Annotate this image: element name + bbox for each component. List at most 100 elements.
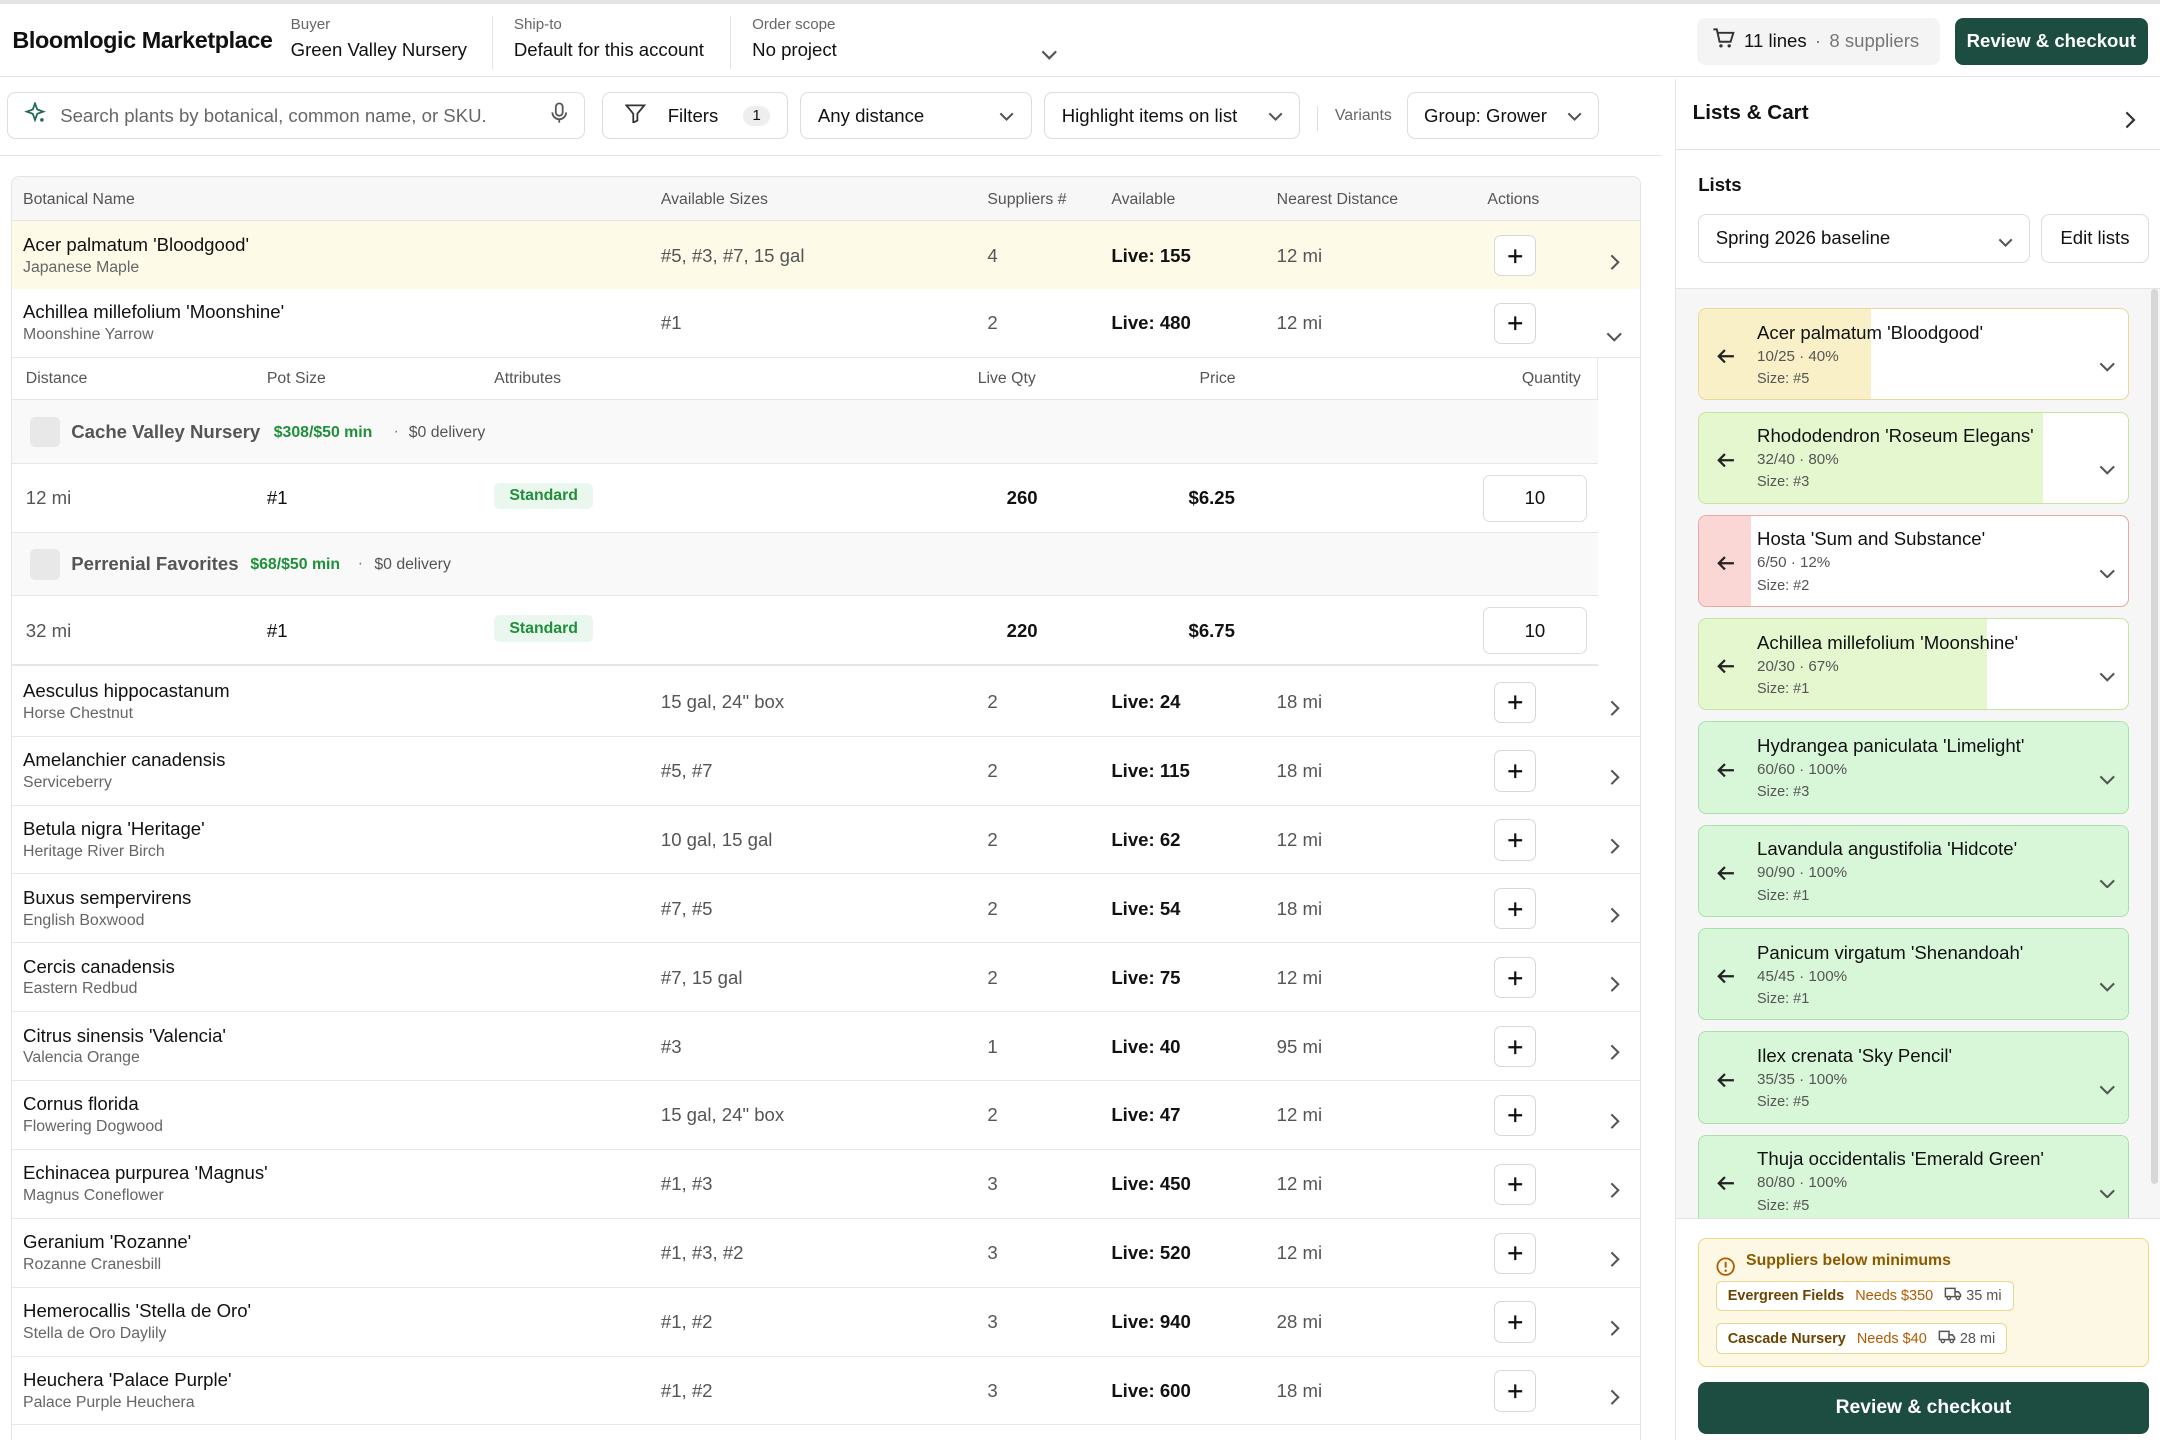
supplier-checkbox[interactable] [29,549,61,580]
col-suppliers[interactable]: Suppliers # [987,191,1067,209]
chevron-right-icon[interactable] [1610,1381,1620,1412]
table-row[interactable]: Heuchera 'Palace Purple' Palace Purple He… [12,1356,1640,1426]
cart-icon [1712,28,1735,54]
common-name: Serviceberry [23,773,112,791]
minimum-chip[interactable]: Cascade Nursery Needs $40 28 mi [1715,1323,2008,1354]
list-item-card[interactable]: Achillea millefolium 'Moonshine' 20/30 · … [1698,618,2130,711]
distance-select[interactable]: Any distance [800,92,1032,140]
table-row[interactable]: Betula nigra 'Heritage' Heritage River Bi… [12,805,1640,875]
table-row[interactable]: Buxus sempervirens English Boxwood #7, #5 2… [12,874,1640,944]
arrow-left-icon[interactable] [1716,961,1735,992]
chevron-down-icon[interactable] [2099,451,2116,482]
arrow-left-icon[interactable] [1716,857,1735,888]
arrow-left-icon[interactable] [1716,444,1735,475]
add-to-list-button[interactable] [1494,302,1536,344]
order-scope-selector[interactable]: Order scope No project [752,16,1069,61]
chevron-down-icon[interactable] [2099,761,2116,792]
col-available[interactable]: Available [1111,191,1176,209]
chevron-down-icon[interactable] [2099,658,2116,689]
list-select[interactable]: Spring 2026 baseline [1698,213,2031,264]
table-row[interactable]: Hemerocallis 'Stella de Oro' Stella de Or… [12,1287,1640,1357]
list-item-card[interactable]: Hydrangea paniculata 'Limelight' 60/60 · … [1698,721,2130,814]
arrow-left-icon[interactable] [1716,754,1735,785]
common-name: Valencia Orange [23,1049,140,1067]
chevron-right-icon[interactable] [1610,1106,1620,1137]
add-to-list-button[interactable] [1494,750,1536,792]
add-to-list-button[interactable] [1494,235,1536,277]
highlight-select[interactable]: Highlight items on list [1044,92,1301,140]
arrow-left-icon[interactable] [1716,1167,1735,1198]
add-to-list-button[interactable] [1494,1163,1536,1205]
table-row[interactable]: Cercis canadensis Eastern Redbud #7, 15 ga… [12,943,1640,1013]
cart-summary[interactable]: 11 lines · 8 suppliers [1697,17,1940,65]
chevron-right-icon[interactable] [1610,899,1620,930]
edit-lists-button[interactable]: Edit lists [2041,213,2149,264]
chevron-right-icon[interactable] [1610,830,1620,861]
list-item-card[interactable]: Hosta 'Sum and Substance' 6/50 · 12% Size:… [1698,514,2130,608]
chevron-down-icon[interactable] [2099,348,2116,379]
add-to-list-button[interactable] [1494,1301,1536,1343]
list-item-card[interactable]: Thuja occidentalis 'Emerald Green' 80/80 … [1698,1134,2130,1219]
chevron-down-icon[interactable] [2099,1174,2116,1205]
review-checkout-button[interactable]: Review & checkout [1698,1381,2149,1435]
table-row[interactable]: Cornus florida Flowering Dogwood 15 gal, 2… [12,1081,1640,1150]
quantity-input[interactable] [1483,474,1587,522]
chevron-right-icon[interactable] [1610,1037,1620,1068]
table-row[interactable]: Aesculus hippocastanum Horse Chestnut 15 g… [12,667,1640,737]
buyer-value: Green Valley Nursery [290,38,467,60]
list-item-card[interactable]: Panicum virgatum 'Shenandoah' 45/45 · 100… [1698,928,2130,1021]
table-row[interactable]: Echinacea purpurea 'Magnus' Magnus Conefl… [12,1149,1640,1219]
arrow-left-icon[interactable] [1716,341,1735,372]
add-to-list-button[interactable] [1494,681,1536,723]
minimum-chip[interactable]: Evergreen Fields Needs $350 35 mi [1715,1280,2014,1312]
chevron-right-icon[interactable] [2125,105,2136,136]
add-to-list-button[interactable] [1494,1094,1536,1137]
arrow-left-icon[interactable] [1716,1064,1735,1095]
review-checkout-button[interactable]: Review & checkout [1954,17,2148,65]
chevron-right-icon[interactable] [1610,1312,1620,1343]
table-row[interactable]: Amelanchier canadensis Serviceberry #5, #7… [12,736,1640,806]
plus-icon [1507,1307,1524,1338]
chevron-down-icon[interactable] [1606,318,1623,349]
add-to-list-button[interactable] [1494,1025,1536,1068]
chevron-down-icon[interactable] [2099,554,2116,585]
chevron-right-icon[interactable] [1610,246,1620,277]
add-to-list-button[interactable] [1494,957,1536,999]
chevron-right-icon[interactable] [1610,1175,1620,1206]
add-to-list-button[interactable] [1494,1370,1536,1412]
arrow-left-icon[interactable] [1716,548,1735,579]
col-nearest-distance[interactable]: Nearest Distance [1276,191,1399,209]
buyer-selector[interactable]: Buyer Green Valley Nursery [291,16,467,61]
list-item-card[interactable]: Acer palmatum 'Bloodgood' 10/25 · 40% Size… [1698,308,2130,401]
list-item-card[interactable]: Rhododendron 'Roseum Elegans' 32/40 · 80%… [1698,411,2130,504]
chevron-right-icon[interactable] [1610,693,1620,724]
group-select[interactable]: Group: Grower [1406,92,1600,140]
chevron-down-icon[interactable] [2099,864,2116,895]
add-to-list-button[interactable] [1494,1232,1536,1274]
chevron-down-icon[interactable] [2099,1071,2116,1102]
col-available-sizes[interactable]: Available Sizes [660,191,768,209]
supplier-checkbox[interactable] [29,417,61,448]
table-row[interactable]: Citrus sinensis 'Valencia' Valencia Orang… [12,1012,1640,1082]
table-row[interactable]: Geranium 'Rozanne' Rozanne Cranesbill #1, … [12,1218,1640,1288]
chevron-right-icon[interactable] [1610,761,1620,792]
table-row[interactable]: Achillea millefolium 'Moonshine' Moonshin… [12,288,1640,358]
add-to-list-button[interactable] [1494,819,1536,861]
list-item-card[interactable]: Lavandula angustifolia 'Hidcote' 90/90 · … [1698,824,2130,918]
search-input[interactable]: Search plants by botanical, common name,… [6,92,586,140]
table-row[interactable]: Acer palmatum 'Bloodgood' Japanese Maple #… [12,221,1640,291]
col-botanical-name[interactable]: Botanical Name [23,191,135,209]
nearest-distance: 12 mi [1276,1173,1323,1195]
chevron-right-icon[interactable] [1610,968,1620,999]
chevron-down-icon[interactable] [2099,968,2116,999]
quantity-input[interactable] [1483,607,1587,654]
filters-button[interactable]: Filters 1 [602,92,788,140]
chevron-down-icon[interactable] [1041,37,1058,68]
add-to-list-button[interactable] [1494,888,1536,930]
mic-icon[interactable] [551,102,568,129]
scrollbar[interactable] [2151,288,2159,1185]
chevron-right-icon[interactable] [1610,1244,1620,1275]
list-item-card[interactable]: Ilex crenata 'Sky Pencil' 35/35 · 100% Siz… [1698,1031,2130,1124]
shipto-selector[interactable]: Ship-to Default for this account [514,16,704,61]
arrow-left-icon[interactable] [1716,651,1735,682]
